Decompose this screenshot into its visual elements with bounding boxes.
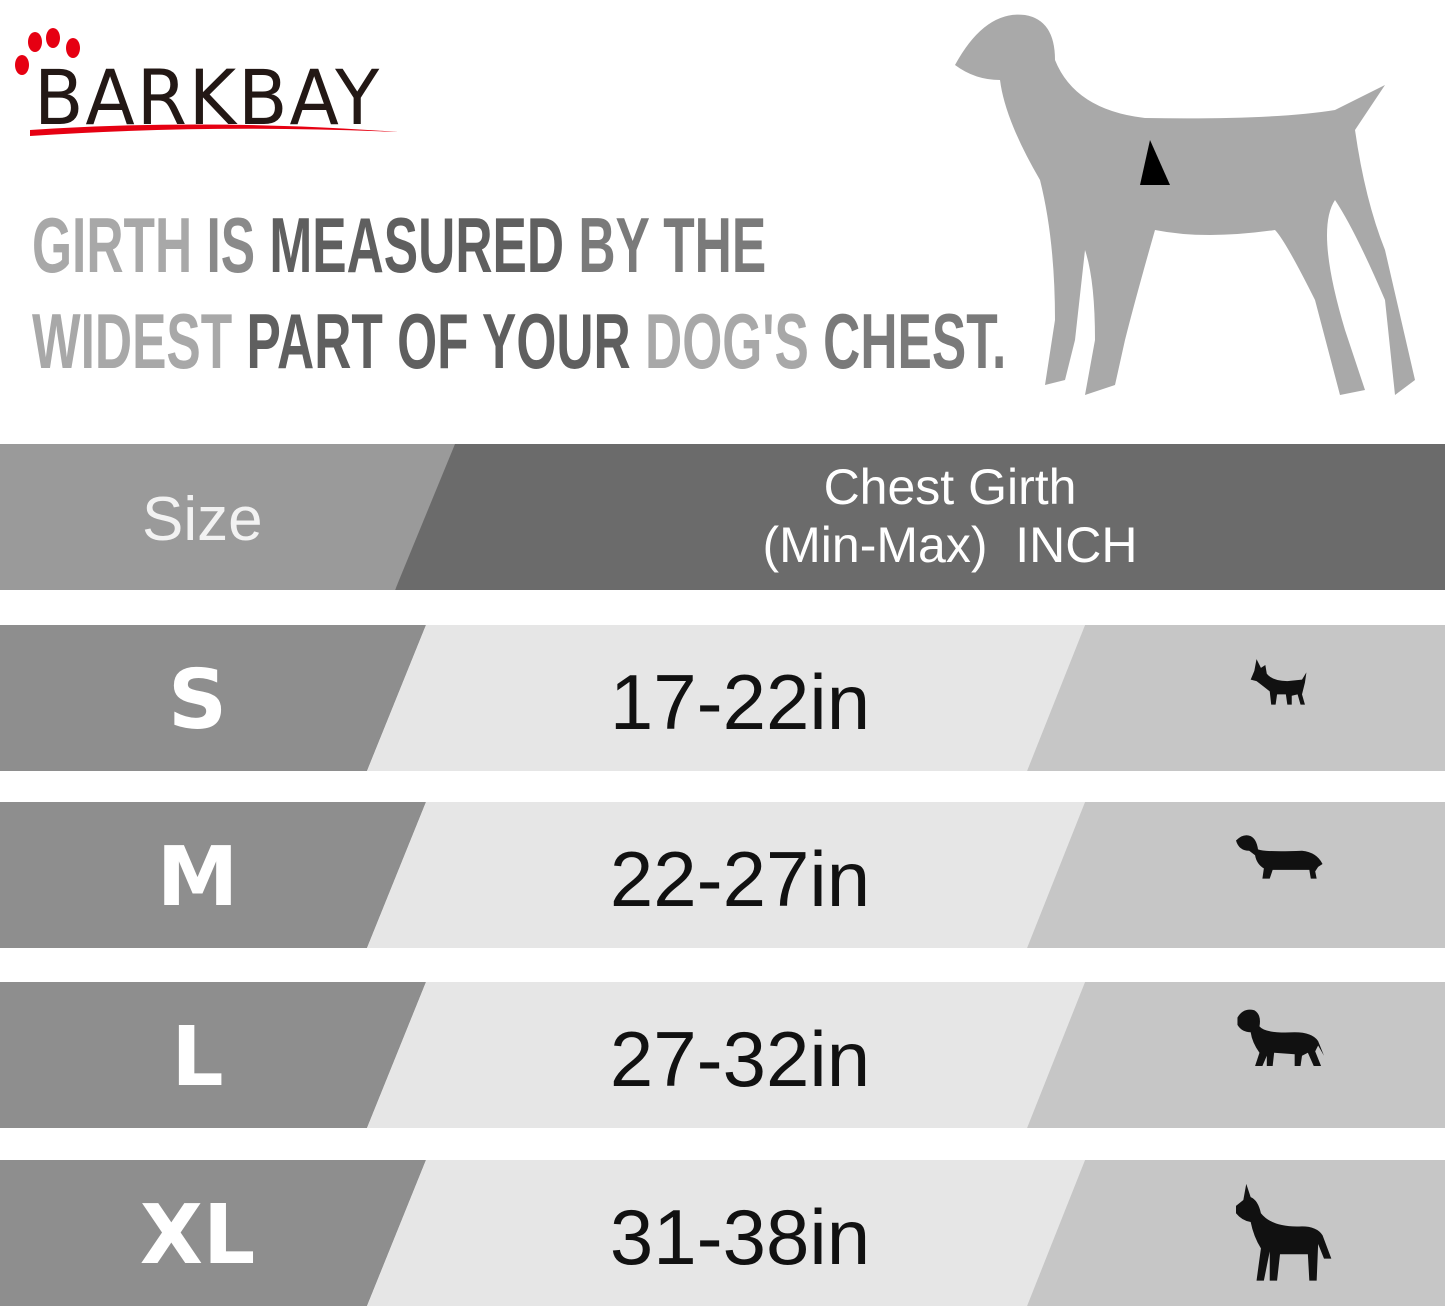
labrador-icon: [1237, 1009, 1324, 1066]
headline-word: WIDEST: [32, 297, 247, 385]
headline-word: BY THE: [578, 201, 767, 289]
headline-word: DOG'S: [645, 297, 824, 385]
headline-word: MEASURED: [269, 201, 579, 289]
great-dane-icon: [1236, 1183, 1332, 1281]
brand-name: BARKBAY: [34, 53, 382, 142]
size-label: L: [171, 1010, 224, 1105]
header-girth-title: Chest Girth: [823, 459, 1077, 515]
table-row: XL 31-38in: [0, 1160, 1445, 1306]
table-row: M 22-27in: [0, 802, 1445, 948]
size-label: XL: [139, 1188, 256, 1283]
girth-value: 31-38in: [609, 1193, 871, 1281]
header-chest-girth: Chest Girth (Min-Max) INCH: [730, 458, 1170, 574]
headline-line-1: GIRTH IS MEASURED BY THE: [32, 206, 766, 284]
headline-word: PART OF YOUR: [246, 297, 646, 385]
headline-word: IS: [206, 201, 270, 289]
girth-value: 22-27in: [609, 835, 871, 923]
header-girth-unit: (Min-Max) INCH: [762, 517, 1138, 573]
dachshund-icon: [1236, 835, 1323, 879]
size-label: S: [167, 653, 228, 748]
chihuahua-icon: [1250, 659, 1307, 705]
headline-word: CHEST.: [823, 297, 1007, 385]
brand-logo: BARKBAY: [8, 20, 408, 145]
size-label: M: [156, 830, 239, 925]
table-row: S 17-22in: [0, 625, 1445, 771]
headline-line-2: WIDEST PART OF YOUR DOG'S CHEST.: [32, 302, 1006, 380]
table-header: Size Chest Girth (Min-Max) INCH: [0, 444, 1445, 590]
table-row: L 27-32in: [0, 982, 1445, 1128]
girth-value: 17-22in: [609, 658, 871, 746]
paw-icon: [15, 28, 398, 136]
girth-value: 27-32in: [609, 1015, 871, 1103]
dog-measurement-illustration: [955, 14, 1415, 395]
headline-word: GIRTH: [32, 201, 207, 289]
header-size: Size: [142, 485, 263, 554]
